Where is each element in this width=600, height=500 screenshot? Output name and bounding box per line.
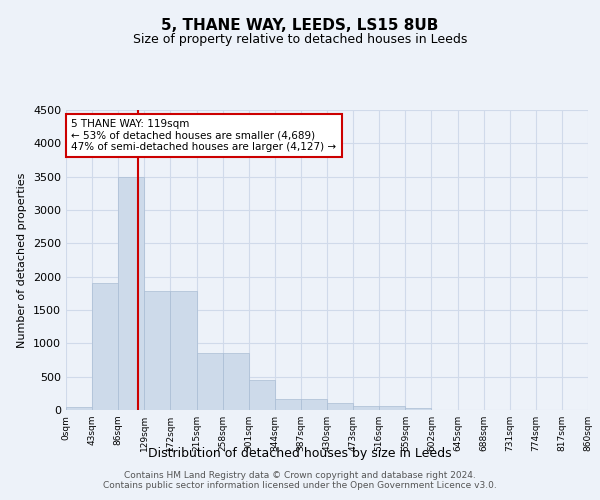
Bar [118,176,145,410]
Bar [301,400,327,410]
Text: 5 THANE WAY: 119sqm
← 53% of detached houses are smaller (4,689)
47% of semi-det: 5 THANE WAY: 119sqm ← 53% of detached ho… [71,119,337,152]
Bar [66,406,92,410]
Bar [353,406,379,410]
Text: Size of property relative to detached houses in Leeds: Size of property relative to detached ho… [133,32,467,46]
Text: 5, THANE WAY, LEEDS, LS15 8UB: 5, THANE WAY, LEEDS, LS15 8UB [161,18,439,32]
Y-axis label: Number of detached properties: Number of detached properties [17,172,28,348]
Bar [170,292,197,410]
Bar [249,380,275,410]
Text: Distribution of detached houses by size in Leeds: Distribution of detached houses by size … [148,448,452,460]
Bar [406,408,431,410]
Bar [92,284,118,410]
Bar [327,404,353,410]
Text: Contains HM Land Registry data © Crown copyright and database right 2024.
Contai: Contains HM Land Registry data © Crown c… [103,470,497,490]
Bar [197,354,223,410]
Bar [223,354,249,410]
Bar [145,292,170,410]
Bar [275,400,301,410]
Bar [379,406,406,410]
